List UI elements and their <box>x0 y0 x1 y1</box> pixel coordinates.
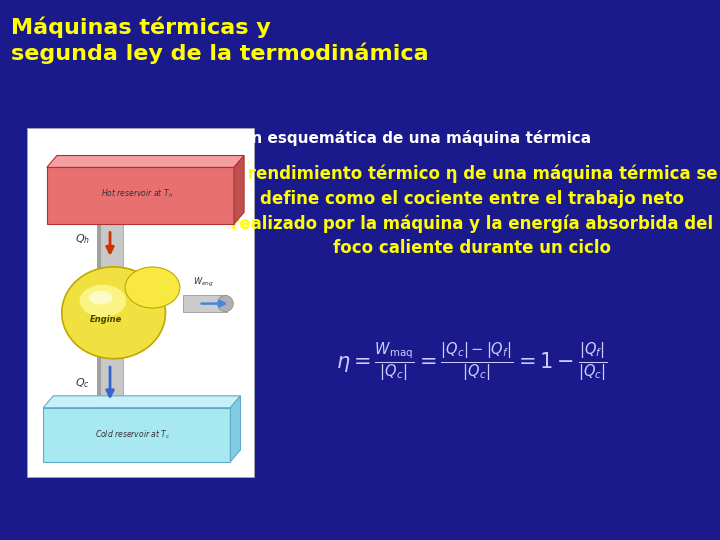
Text: $W_{eng}$: $W_{eng}$ <box>193 276 215 289</box>
Ellipse shape <box>79 285 126 317</box>
Polygon shape <box>234 156 244 224</box>
Text: Hot reservoir at $T_h$: Hot reservoir at $T_h$ <box>101 188 173 200</box>
Text: $\eta = \frac{W_{\mathrm{maq}}}{|Q_c|} = \frac{|Q_c| - |Q_f|}{|Q_c|} = 1 - \frac: $\eta = \frac{W_{\mathrm{maq}}}{|Q_c|} =… <box>336 340 608 383</box>
Polygon shape <box>47 156 244 167</box>
Text: $Q_c$: $Q_c$ <box>75 376 90 390</box>
Text: $Q_h$: $Q_h$ <box>75 232 90 246</box>
Polygon shape <box>230 396 240 462</box>
FancyBboxPatch shape <box>97 224 123 269</box>
Polygon shape <box>43 396 240 408</box>
FancyBboxPatch shape <box>43 408 230 462</box>
FancyBboxPatch shape <box>97 356 101 408</box>
Text: Cold reservoir at $T_c$: Cold reservoir at $T_c$ <box>96 428 171 441</box>
Text: El rendimiento térmico η de una máquina térmica se
define como el cociente entre: El rendimiento térmico η de una máquina … <box>225 165 718 257</box>
FancyBboxPatch shape <box>97 356 123 408</box>
Text: Máquinas térmicas y
segunda ley de la termodinámica: Máquinas térmicas y segunda ley de la te… <box>11 16 428 64</box>
Ellipse shape <box>62 267 166 359</box>
Text: Engine: Engine <box>90 315 122 324</box>
Text: Representación esquemática de una máquina térmica: Representación esquemática de una máquin… <box>128 130 592 146</box>
Ellipse shape <box>125 267 180 308</box>
Ellipse shape <box>89 291 112 305</box>
Ellipse shape <box>217 295 233 312</box>
FancyBboxPatch shape <box>27 128 254 477</box>
FancyBboxPatch shape <box>97 224 101 269</box>
FancyBboxPatch shape <box>47 167 234 224</box>
FancyBboxPatch shape <box>184 295 227 312</box>
